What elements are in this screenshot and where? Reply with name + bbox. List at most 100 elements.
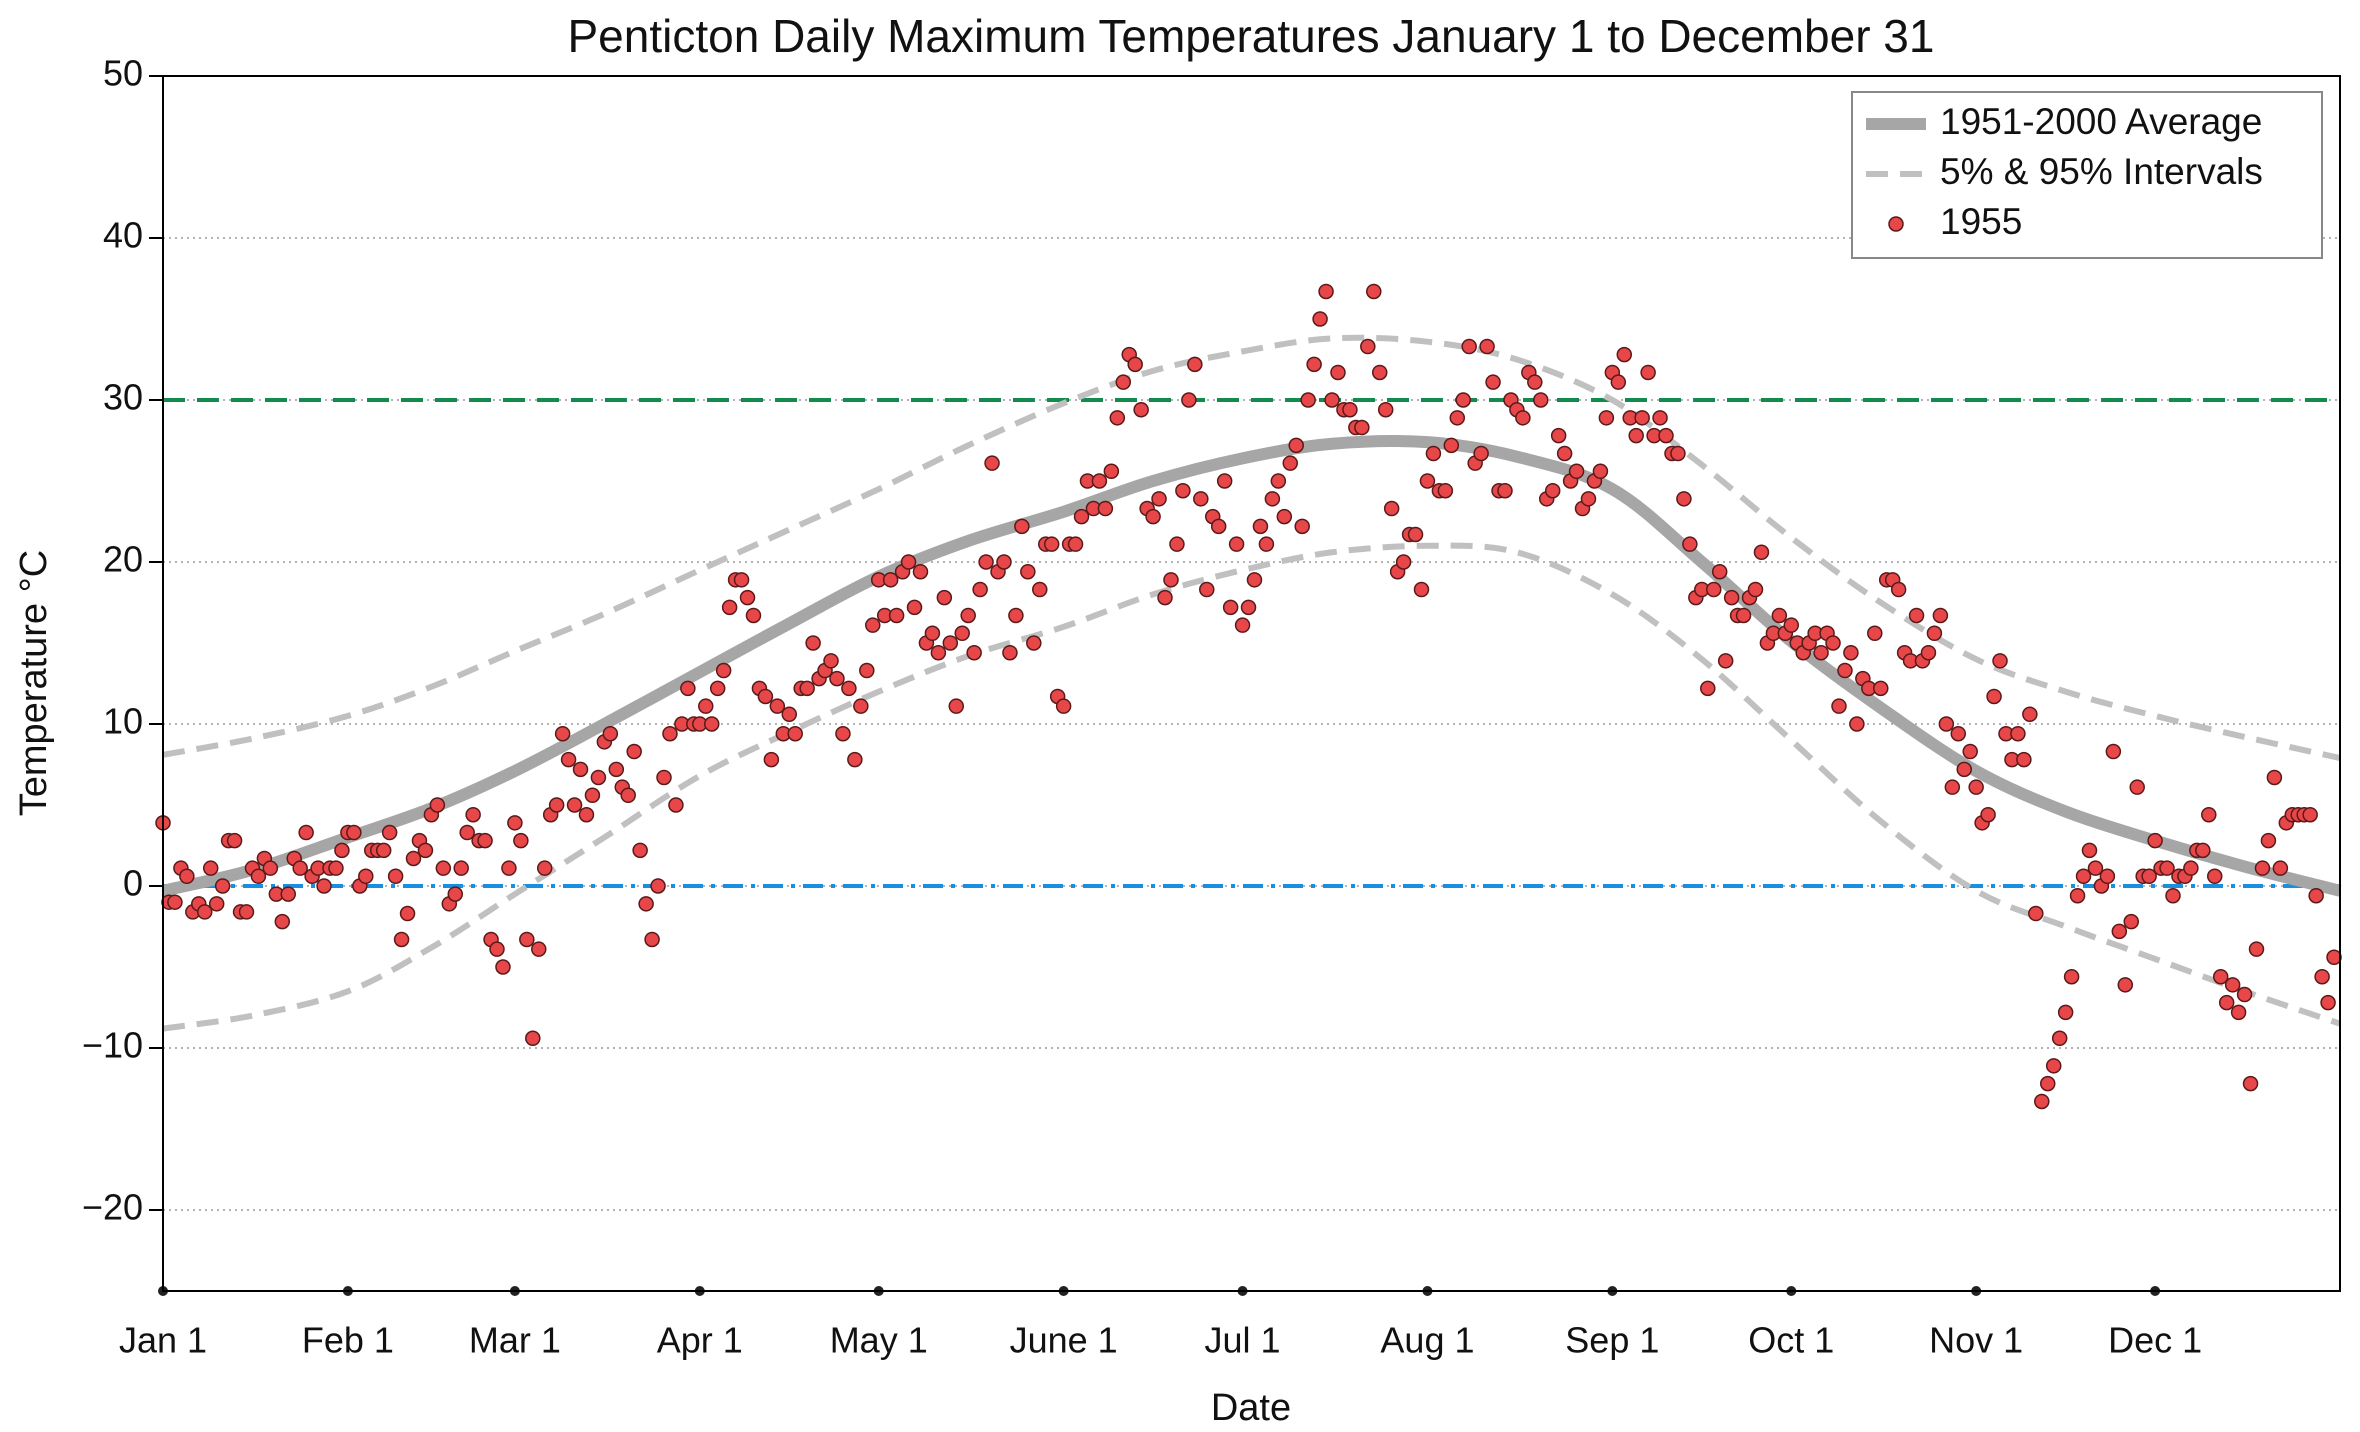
data-point — [1849, 716, 1865, 732]
data-point — [346, 824, 362, 841]
data-point — [954, 625, 970, 642]
data-point — [1580, 491, 1597, 507]
data-point — [590, 769, 607, 786]
data-point — [495, 959, 511, 975]
data-point — [1234, 617, 1251, 633]
data-point — [2218, 994, 2235, 1011]
data-point — [978, 554, 994, 570]
data-point — [853, 698, 869, 714]
interval-line — [162, 334, 2341, 761]
data-point — [405, 850, 422, 867]
y-tick-label: 20 — [103, 539, 143, 580]
data-point — [2308, 887, 2324, 904]
data-point — [548, 797, 565, 813]
data-point — [214, 878, 231, 894]
data-point — [2165, 887, 2181, 904]
data-point — [328, 860, 344, 876]
x-tick-label: Mar 1 — [469, 1320, 561, 1361]
data-point — [632, 842, 648, 859]
data-point — [1634, 410, 1650, 426]
data-point — [2034, 1093, 2050, 1110]
data-point — [1103, 463, 1120, 480]
legend-label: 1951-2000 Average — [1940, 101, 2262, 142]
data-point — [1294, 518, 1310, 535]
data-point — [572, 761, 589, 778]
data-point — [1837, 662, 1853, 679]
data-point — [1747, 581, 1764, 598]
data-point — [1670, 445, 1686, 462]
data-point — [787, 725, 803, 742]
data-point — [334, 842, 350, 859]
data-point — [2147, 832, 2163, 849]
data-point — [2266, 769, 2283, 786]
data-point — [1771, 607, 1788, 624]
data-point — [1455, 392, 1471, 408]
data-point — [1193, 491, 1209, 507]
data-point — [2141, 868, 2157, 885]
x-tick-label: Oct 1 — [1748, 1320, 1834, 1361]
legend-marker — [1888, 216, 1904, 232]
data-point — [1980, 806, 1996, 823]
data-point — [1181, 392, 1197, 408]
data-point — [1216, 473, 1233, 489]
data-point — [608, 761, 625, 778]
data-point — [280, 886, 297, 902]
data-point — [417, 842, 434, 859]
data-point — [847, 751, 863, 768]
data-point — [656, 769, 672, 786]
data-point — [2069, 887, 2086, 904]
data-point — [262, 860, 279, 876]
data-point — [1133, 401, 1149, 418]
data-point — [453, 860, 469, 876]
data-point — [799, 680, 815, 697]
data-point — [1002, 644, 1018, 661]
data-point — [888, 607, 905, 624]
data-point — [2087, 860, 2104, 876]
x-tick-label: Dec 1 — [2108, 1320, 2202, 1361]
legend-label: 1955 — [1940, 201, 2022, 242]
data-point — [208, 896, 225, 912]
data-point — [1550, 427, 1567, 444]
data-point — [507, 815, 523, 831]
data-point — [942, 635, 959, 651]
data-point — [2224, 977, 2241, 993]
data-point — [1252, 518, 1269, 535]
data-point — [387, 868, 404, 885]
data-point — [805, 635, 821, 651]
legend-box — [1851, 91, 2323, 259]
data-point — [626, 743, 642, 760]
data-point — [2129, 779, 2145, 795]
data-point — [859, 662, 875, 679]
data-point — [2075, 868, 2092, 885]
data-point — [1222, 599, 1239, 616]
data-point — [1383, 500, 1400, 517]
data-point — [1276, 508, 1293, 525]
data-point — [435, 860, 452, 876]
data-point — [1872, 680, 1889, 697]
data-point — [865, 617, 881, 633]
data-point — [1544, 482, 1561, 499]
data-point — [841, 680, 857, 697]
data-point — [2326, 949, 2342, 966]
y-tick-label: −10 — [82, 1025, 143, 1066]
data-point — [1867, 625, 1883, 642]
data-point — [1330, 364, 1346, 381]
data-point — [2272, 860, 2289, 876]
data-point — [680, 680, 696, 697]
data-point — [292, 860, 308, 876]
data-point — [1258, 536, 1275, 552]
data-point — [1240, 599, 1257, 616]
data-point — [1300, 392, 1316, 408]
data-point — [1592, 463, 1609, 480]
x-tick-label: Nov 1 — [1929, 1320, 2023, 1361]
data-point — [1992, 653, 2008, 669]
data-point — [936, 589, 953, 606]
data-point — [1163, 572, 1179, 588]
data-point — [1043, 536, 1060, 552]
data-point — [823, 653, 839, 669]
data-point — [745, 607, 762, 624]
data-point — [1073, 508, 1090, 525]
data-point — [972, 581, 988, 598]
x-tick-label: June 1 — [1010, 1320, 1118, 1361]
data-point — [1944, 779, 1961, 795]
